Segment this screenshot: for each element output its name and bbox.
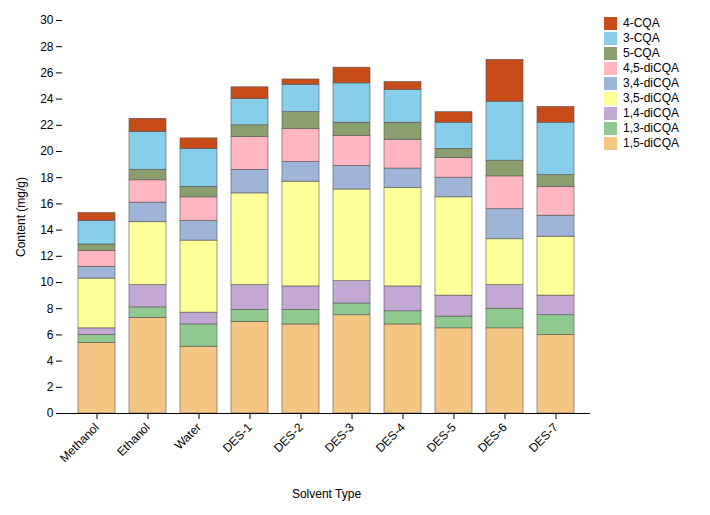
svg-text:DES-5: DES-5 xyxy=(424,420,459,455)
svg-text:10: 10 xyxy=(40,275,54,289)
svg-text:4: 4 xyxy=(47,354,54,368)
svg-text:14: 14 xyxy=(40,223,54,237)
svg-text:DES-2: DES-2 xyxy=(271,420,306,455)
svg-text:Solvent Type: Solvent Type xyxy=(292,487,361,501)
svg-text:DES-1: DES-1 xyxy=(220,420,255,455)
svg-text:26: 26 xyxy=(40,66,54,80)
svg-text:0: 0 xyxy=(47,406,54,420)
html-text:4,5-diCQA: 4,5-diCQA xyxy=(623,61,679,75)
svg-text:18: 18 xyxy=(40,171,54,185)
svg-text:20: 20 xyxy=(40,144,54,158)
svg-text:16: 16 xyxy=(40,197,54,211)
html-text:1,4-diCQA: 1,4-diCQA xyxy=(623,106,679,120)
svg-text:8: 8 xyxy=(47,302,54,316)
svg-text:Water: Water xyxy=(172,420,204,452)
svg-text:28: 28 xyxy=(40,40,54,54)
svg-text:DES-6: DES-6 xyxy=(475,420,510,455)
html-text:1,5-diCQA: 1,5-diCQA xyxy=(623,136,679,150)
svg-text:24: 24 xyxy=(40,92,54,106)
svg-text:22: 22 xyxy=(40,118,54,132)
svg-text:Ethanol: Ethanol xyxy=(114,420,153,459)
svg-text:DES-4: DES-4 xyxy=(373,420,408,455)
svg-text:DES-7: DES-7 xyxy=(526,420,561,455)
svg-text:30: 30 xyxy=(40,13,54,27)
svg-text:Content (mg/g): Content (mg/g) xyxy=(14,177,28,257)
html-text:4-CQA: 4-CQA xyxy=(623,16,660,30)
html-text:3-CQA: 3-CQA xyxy=(623,31,660,45)
svg-text:6: 6 xyxy=(47,328,54,342)
svg-text:12: 12 xyxy=(40,249,54,263)
html-text:3,4-diCQA: 3,4-diCQA xyxy=(623,76,679,90)
html-text:1,3-diCQA: 1,3-diCQA xyxy=(623,121,679,135)
svg-text:DES-3: DES-3 xyxy=(322,420,357,455)
svg-text:Methanol: Methanol xyxy=(57,420,102,465)
svg-text:2: 2 xyxy=(47,380,54,394)
html-text:5-CQA: 5-CQA xyxy=(623,46,660,60)
html-text:3,5-diCQA: 3,5-diCQA xyxy=(623,91,679,105)
